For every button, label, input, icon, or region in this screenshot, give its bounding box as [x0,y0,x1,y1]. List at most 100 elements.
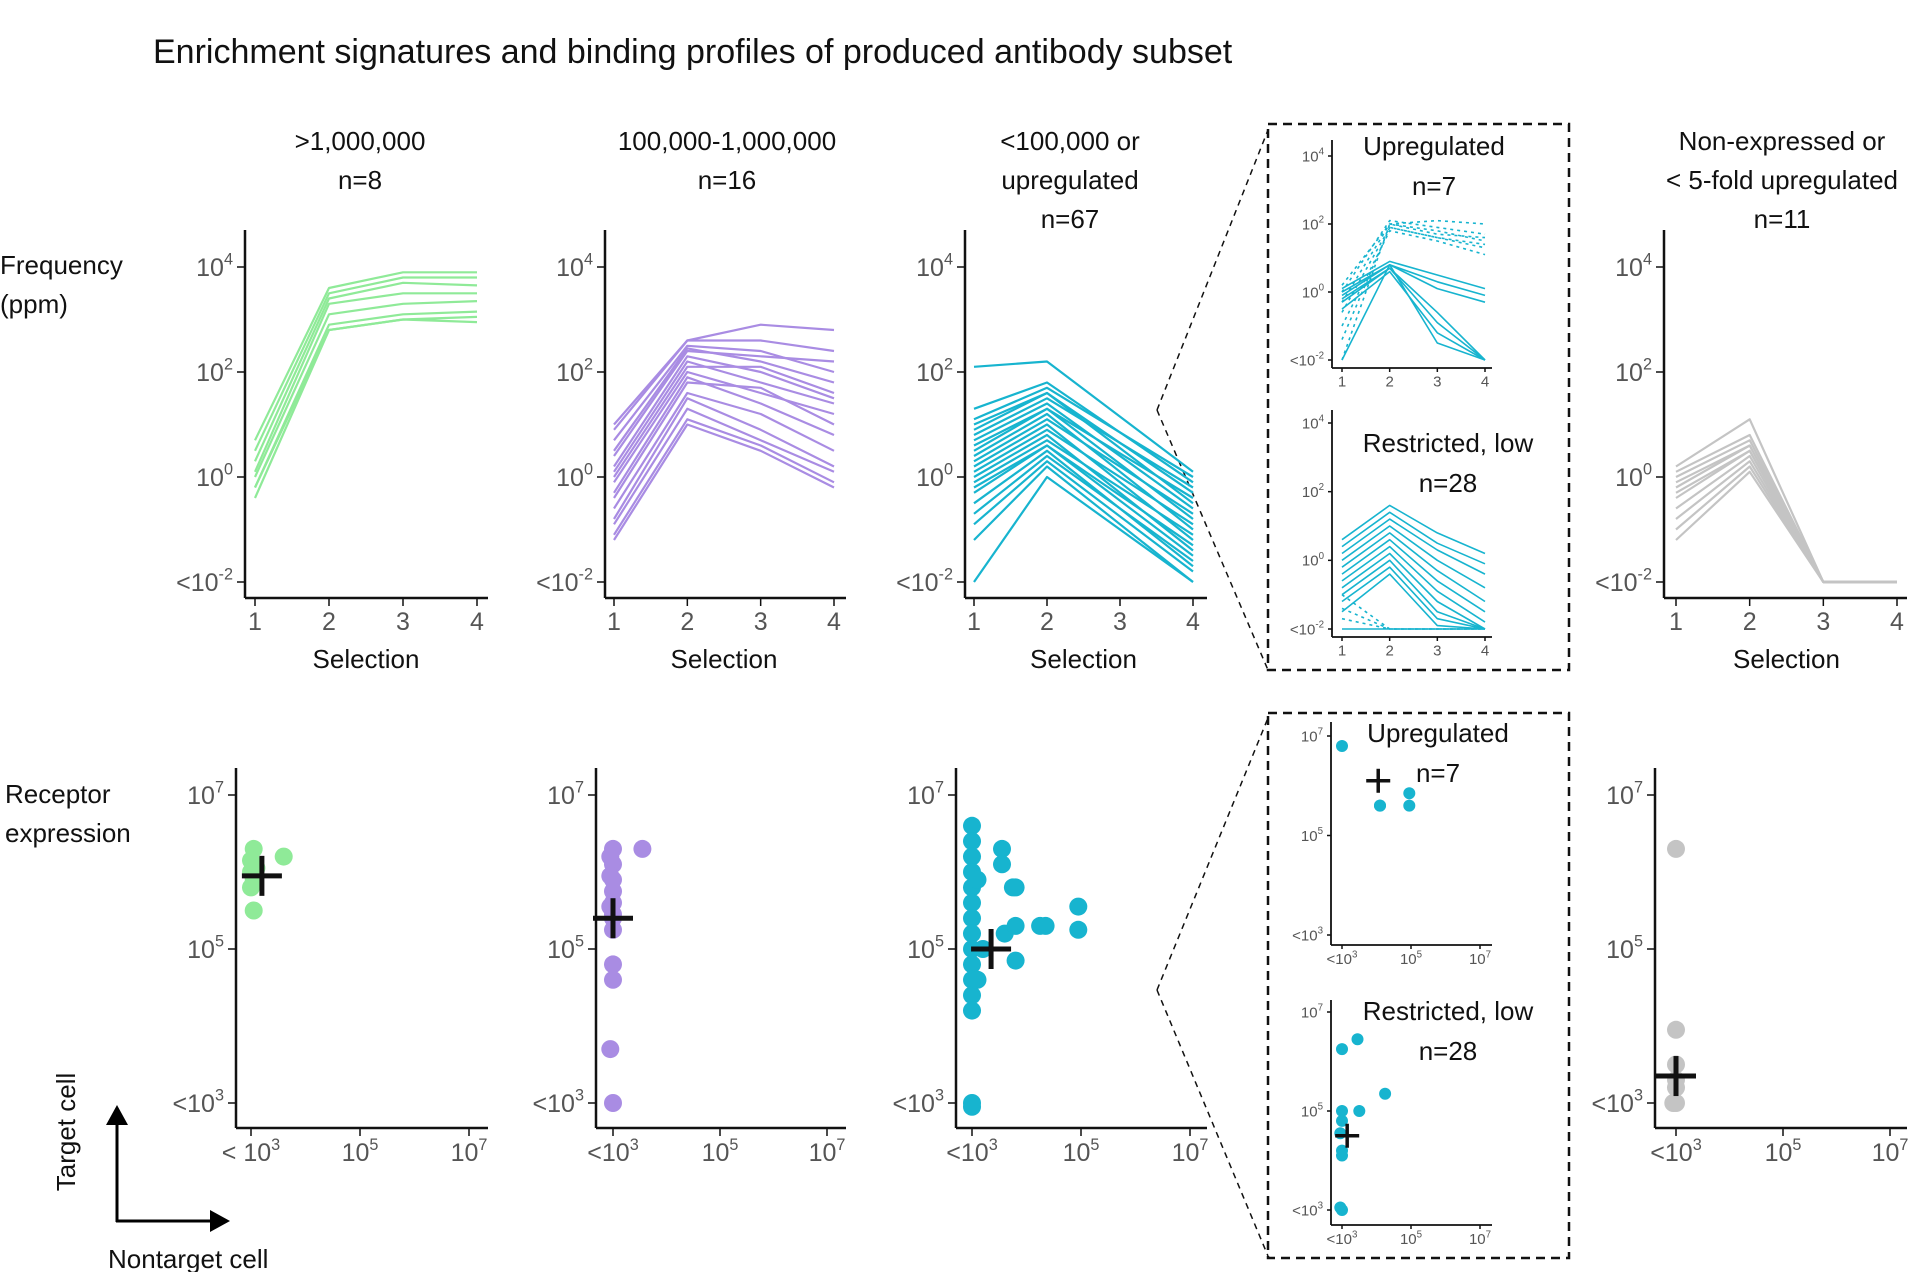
receptor-panel-3-ytick-label-3: 107 [907,779,944,810]
frequency-panel-3-series-22 [973,475,1194,583]
frequency-panel-3-series-5 [973,391,1194,505]
inset-restricted-low-frequency-xtick-label-2: 2 [1385,642,1393,659]
frequency-panel-3-xtick-label-3: 3 [1113,608,1127,636]
receptor-panel-3-point-28 [968,870,987,889]
frequency-panel-4-ytick-label-3: 102 [1615,356,1652,387]
inset-upregulated-frequency-series-14 [1341,223,1486,361]
frequency-panel-2-series-8 [613,365,835,478]
inset-restricted-low-frequency-series-3 [1341,518,1486,575]
receptor-panel-3-ytick-label-1: <103 [893,1087,944,1118]
legend-x-label: Nontarget cell [108,1244,268,1272]
receptor-panel-3-xtick-label-3: 107 [1172,1136,1209,1167]
inset-restricted-low-frequency-ytick-label-4: 104 [1302,414,1325,433]
receptor-panel-2-ytick-label-1: <103 [533,1087,584,1118]
frequency-panel-3-ytick-label-4: 104 [916,251,953,282]
frequency-panel-3-series-3 [973,386,1194,478]
receptor-panel-2-ytick-label-2: 105 [547,933,584,964]
inset-upregulated-frequency-ytick-label-2: 100 [1302,283,1325,302]
frequency-panel-4-ytick-label-2: 100 [1615,461,1652,492]
receptor-panel-2-ytick-label-3: 107 [547,779,584,810]
receptor-panel-3-point-12 [963,986,981,1005]
frequency-panel-3-series-1 [973,360,1194,473]
inset-restricted-low-receptor-point-4 [1353,1105,1366,1117]
receptor-panel-1-point-4 [242,878,260,897]
inset-restricted-low-frequency-series-11 [1341,573,1486,630]
row-label-receptor-2: expression [5,818,131,848]
frequency-panel-4-series-9 [1675,460,1897,584]
frequency-panel-4-series-11 [1675,470,1897,584]
inset-upregulated-frequency-series-12 [1341,230,1486,327]
inset-upregulated-line-n: n=7 [1412,171,1456,201]
frequency-panel-4-xtick-label-4: 4 [1890,608,1904,636]
inset-upregulated-frequency-ytick-label-3: 102 [1302,215,1324,234]
frequency-panel-3-series-21 [973,465,1194,583]
connector-receptor-top [1156,717,1269,991]
inset-upregulated-receptor-xtick-label-3: 107 [1469,949,1491,968]
inset-restricted-low-frequency-series-4 [1341,525,1486,589]
inset-upregulated-frequency-series-13 [1341,226,1486,340]
inset-upregulated-frequency-series-4 [1341,267,1486,361]
receptor-panel-3-point-29 [968,970,987,989]
frequency-panel-1-ytick-label-1: <10-2 [176,566,233,597]
group-title-3-line-1: <100,000 or [1000,126,1140,156]
frequency-panel-2-series-1 [613,323,835,426]
receptor-panel-1-xtick-label-1: < 103 [222,1136,280,1167]
inset-restricted-low-receptor-point-3 [1379,1087,1392,1100]
group-title-1-line-1: >1,000,000 [295,126,426,156]
frequency-panel-1-ytick-label-4: 104 [196,251,233,282]
inset-restricted-low-receptor-point-9 [1336,1149,1348,1162]
inset-upregulated-receptor-point-4 [1403,787,1416,800]
inset-upregulated-frequency-series-1 [1341,260,1486,290]
frequency-panel-2-ytick-label-1: <10-2 [536,566,593,597]
frequency-panel-1-ytick-label-2: 100 [196,461,233,492]
inset-upregulated-frequency-series-5 [1341,267,1486,361]
inset-restricted-line-title: Restricted, low [1363,428,1534,458]
inset-restricted-low-frequency-series-9 [1341,559,1486,630]
group-title-4-line-1: Non-expressed or [1679,126,1886,156]
inset-restricted-low-receptor-ytick-label-3: 107 [1301,1003,1323,1022]
inset-restricted-low-frequency-series-8 [1341,552,1486,630]
inset-restricted-low-receptor-ytick-label-2: 105 [1301,1102,1324,1121]
frequency-panel-1-xtick-label-1: 1 [248,608,262,636]
connector-receptor-bottom [1156,989,1269,1257]
inset-restricted-low-receptor-ytick-label-1: <103 [1292,1201,1323,1220]
receptor-panel-3-point-10 [963,955,981,974]
frequency-panel-1-series-1 [254,271,477,441]
frequency-panel-2-ytick-label-3: 102 [556,356,593,387]
frequency-panel-1-series-5 [253,300,478,478]
inset-restricted-low-frequency-series-7 [1341,545,1486,623]
frequency-panel-4-ytick-label-1: <10-2 [1595,566,1652,597]
frequency-panel-2-series-16 [613,423,835,541]
receptor-panel-3-point-2 [963,832,981,851]
frequency-panel-2-series-4 [613,347,835,452]
receptor-panel-2-point-16 [604,870,622,889]
frequency-panel-3-xlabel: Selection [1030,644,1137,674]
frequency-panel-2-xtick-label-2: 2 [680,608,694,636]
receptor-panel-3-point-21 [1006,916,1025,935]
frequency-panel-1-series-8 [254,318,478,488]
inset-upregulated-receptor-point-3 [1403,799,1416,812]
receptor-panel-4-ytick-label-1: <103 [1592,1087,1643,1118]
receptor-panel-4-point-1 [1667,839,1685,858]
receptor-panel-4-xtick-label-3: 107 [1872,1136,1909,1167]
receptor-panel-3-point-16 [993,839,1011,858]
frequency-panel-3-series-12 [973,423,1194,541]
inset-restricted-low-frequency-xtick-label-3: 3 [1433,642,1441,659]
receptor-panel-2-xtick-label-1: <103 [587,1136,638,1167]
receptor-panel-2-point-10 [604,955,622,974]
group-title-2-line-2: n=16 [698,165,757,195]
inset-restricted-scatter-n: n=28 [1419,1036,1478,1066]
frequency-panel-3-ytick-label-2: 100 [916,461,953,492]
frequency-panel-3-series-19 [973,454,1194,562]
group-title-3-line-3: n=67 [1041,204,1100,234]
frequency-panel-3-series-10 [973,412,1194,531]
frequency-panel-3-series-18 [973,449,1194,568]
frequency-panel-1-series-6 [253,310,478,488]
receptor-panel-3-xtick-label-1: <103 [946,1136,997,1167]
inset-upregulated-receptor-point-1 [1336,740,1348,752]
receptor-panel-3-point-26 [1006,951,1025,970]
receptor-panel-1-ytick-label-1: <103 [173,1087,224,1118]
frequency-panel-2-xtick-label-4: 4 [827,608,841,636]
frequency-panel-2-ytick-label-2: 100 [556,461,593,492]
inset-restricted-low-receptor-point-2 [1351,1033,1364,1046]
